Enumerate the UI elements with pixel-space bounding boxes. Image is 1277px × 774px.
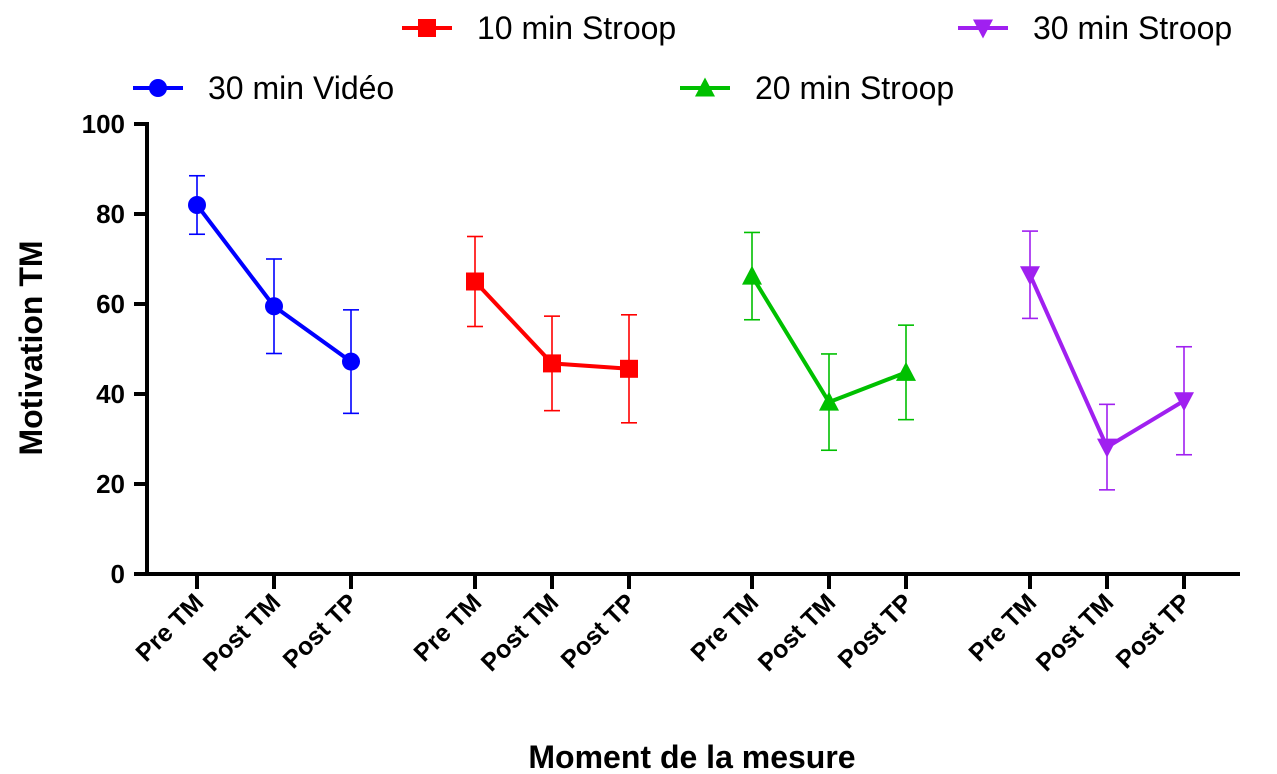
x-tick-label: Post TM [1031,588,1120,677]
y-tick-label: 100 [82,109,125,139]
legend-marker [418,19,436,37]
x-tick-label: Pre TM [130,588,209,667]
y-tick-label: 80 [96,199,125,229]
y-tick-label: 40 [96,379,125,409]
legend-item: 20 min Stroop [680,70,954,106]
legend-label: 30 min Vidéo [208,70,394,106]
data-point [1097,438,1117,458]
x-tick-label: Pre TM [963,588,1042,667]
axes [145,122,1240,576]
legend-marker [695,77,715,97]
y-tick-label: 0 [111,559,125,589]
legend-item: 30 min Stroop [958,10,1232,46]
data-point [342,352,360,371]
data-point [188,196,206,214]
x-tick-label: Post TM [753,588,842,677]
legend-label: 20 min Stroop [755,70,954,106]
y-axis-title: Motivation TM [13,240,49,455]
legend-item: 10 min Stroop [402,10,676,46]
x-tick-label: Pre TM [685,588,764,667]
series-3 [1020,230,1194,491]
data-point [1020,266,1040,286]
legend-marker [149,79,167,97]
legend-label: 30 min Stroop [1033,10,1232,46]
y-tick-label: 60 [96,289,125,319]
x-tick-label: Pre TM [408,588,487,667]
legend-marker [973,19,993,39]
data-point [742,265,762,285]
legend-item: 30 min Vidéo [133,70,394,106]
series-1 [466,235,638,424]
data-point [896,361,916,381]
series-0 [188,174,360,415]
legend: 30 min Vidéo 10 min Stroop 20 min Stroop 30… [133,10,1232,106]
y-tick-label: 20 [96,469,125,499]
data-point [265,297,283,316]
series-2 [742,231,916,452]
x-tick-label: Post TP [278,588,364,674]
series-layer [188,174,1194,491]
y-ticks: 0 20 40 60 80 100 [82,109,147,589]
data-point [819,391,839,411]
x-tick-label: Post TP [1111,588,1197,674]
legend-label: 10 min Stroop [477,10,676,46]
x-tick-label: Post TP [556,588,642,674]
data-point [620,359,638,378]
x-tick-label: Post TP [833,588,919,674]
data-point [1174,392,1194,412]
x-tick-label: Post TM [198,588,287,677]
data-point [543,354,561,373]
x-tick-label: Post TM [476,588,565,677]
x-axis-title: Moment de la mesure [528,739,855,774]
data-point [466,272,484,291]
